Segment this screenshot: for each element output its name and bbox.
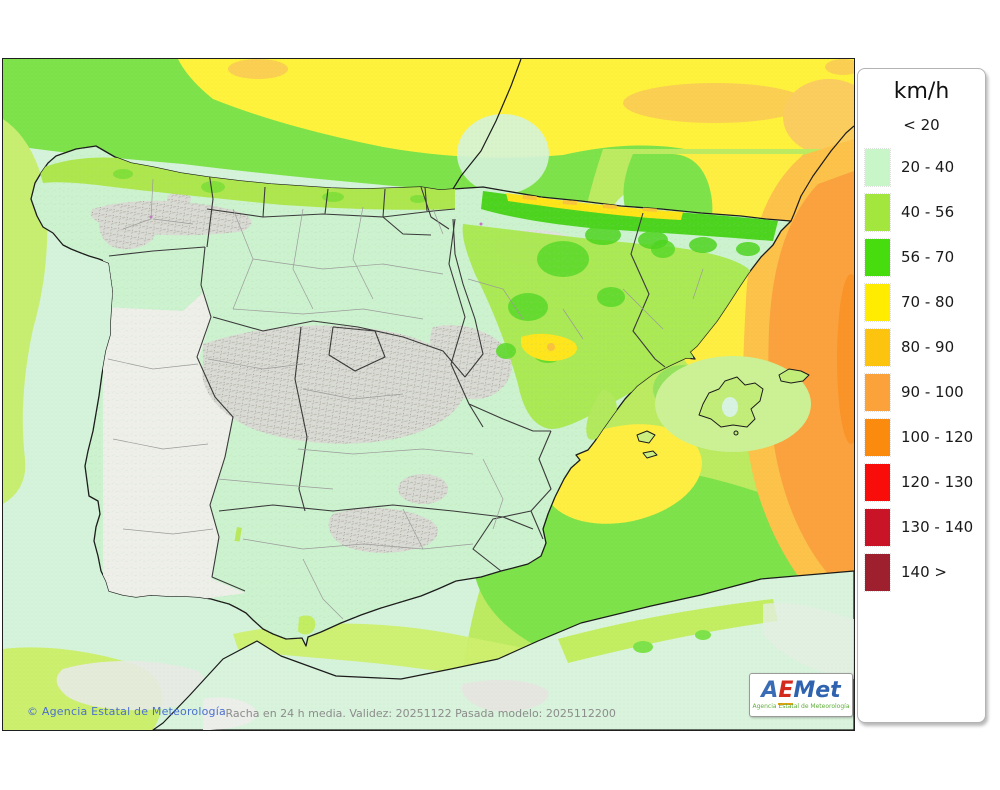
legend-label: 80 - 90 (901, 338, 955, 356)
legend-label: 40 - 56 (901, 203, 955, 221)
wind-speed-legend: km/h < 20 20 - 40 40 - 56 56 - 70 70 - 8… (857, 68, 986, 723)
legend-label: 120 - 130 (901, 473, 974, 491)
aemet-logo-word: AEMet (761, 678, 841, 705)
legend-item: 20 - 40 (858, 148, 985, 194)
legend-label: 90 - 100 (901, 383, 964, 401)
legend-swatch (864, 193, 891, 232)
legend-title: km/h (893, 79, 950, 104)
legend-swatch (864, 148, 891, 187)
legend-item: 120 - 130 (858, 463, 985, 509)
model-validity-text: Racha en 24 h media. Validez: 20251122 P… (225, 707, 616, 720)
legend-label: 70 - 80 (901, 293, 955, 311)
legend-label-lt20: < 20 (903, 116, 940, 134)
legend-label: 56 - 70 (901, 248, 955, 266)
aemet-logo: AEMet Agencia Estatal de Meteorología (749, 673, 853, 717)
legend-items: 20 - 40 40 - 56 56 - 70 70 - 80 80 - 90 … (858, 148, 985, 599)
legend-swatch (864, 328, 891, 367)
legend-item: 100 - 120 (858, 418, 985, 464)
legend-swatch (864, 553, 891, 592)
legend-label: 100 - 120 (901, 428, 974, 446)
logo-letter-a: A (761, 678, 779, 703)
legend-swatch (864, 463, 891, 502)
legend-item: 90 - 100 (858, 373, 985, 419)
legend-item: 80 - 90 (858, 328, 985, 374)
copyright-text: © Agencia Estatal de Meteorología (27, 705, 226, 718)
legend-swatch (864, 238, 891, 277)
legend-item: 70 - 80 (858, 283, 985, 329)
legend-swatch (864, 373, 891, 412)
legend-label: 140 > (901, 563, 947, 581)
legend-swatch (864, 418, 891, 457)
aemet-logo-caption: Agencia Estatal de Meteorología (752, 703, 850, 710)
wind-gust-map-frame: © Agencia Estatal de Meteorología Racha … (2, 58, 855, 731)
halftone-texture (3, 59, 854, 730)
logo-letters-met: Met (793, 678, 841, 703)
legend-item: 40 - 56 (858, 193, 985, 239)
legend-swatch (864, 283, 891, 322)
legend-item: 56 - 70 (858, 238, 985, 284)
legend-item: 130 - 140 (858, 508, 985, 554)
legend-label: 130 - 140 (901, 518, 974, 536)
legend-item: 140 > (858, 553, 985, 599)
legend-swatch (864, 508, 891, 547)
wind-gust-map (3, 59, 854, 730)
logo-letter-e: E (778, 678, 794, 705)
legend-label: 20 - 40 (901, 158, 955, 176)
